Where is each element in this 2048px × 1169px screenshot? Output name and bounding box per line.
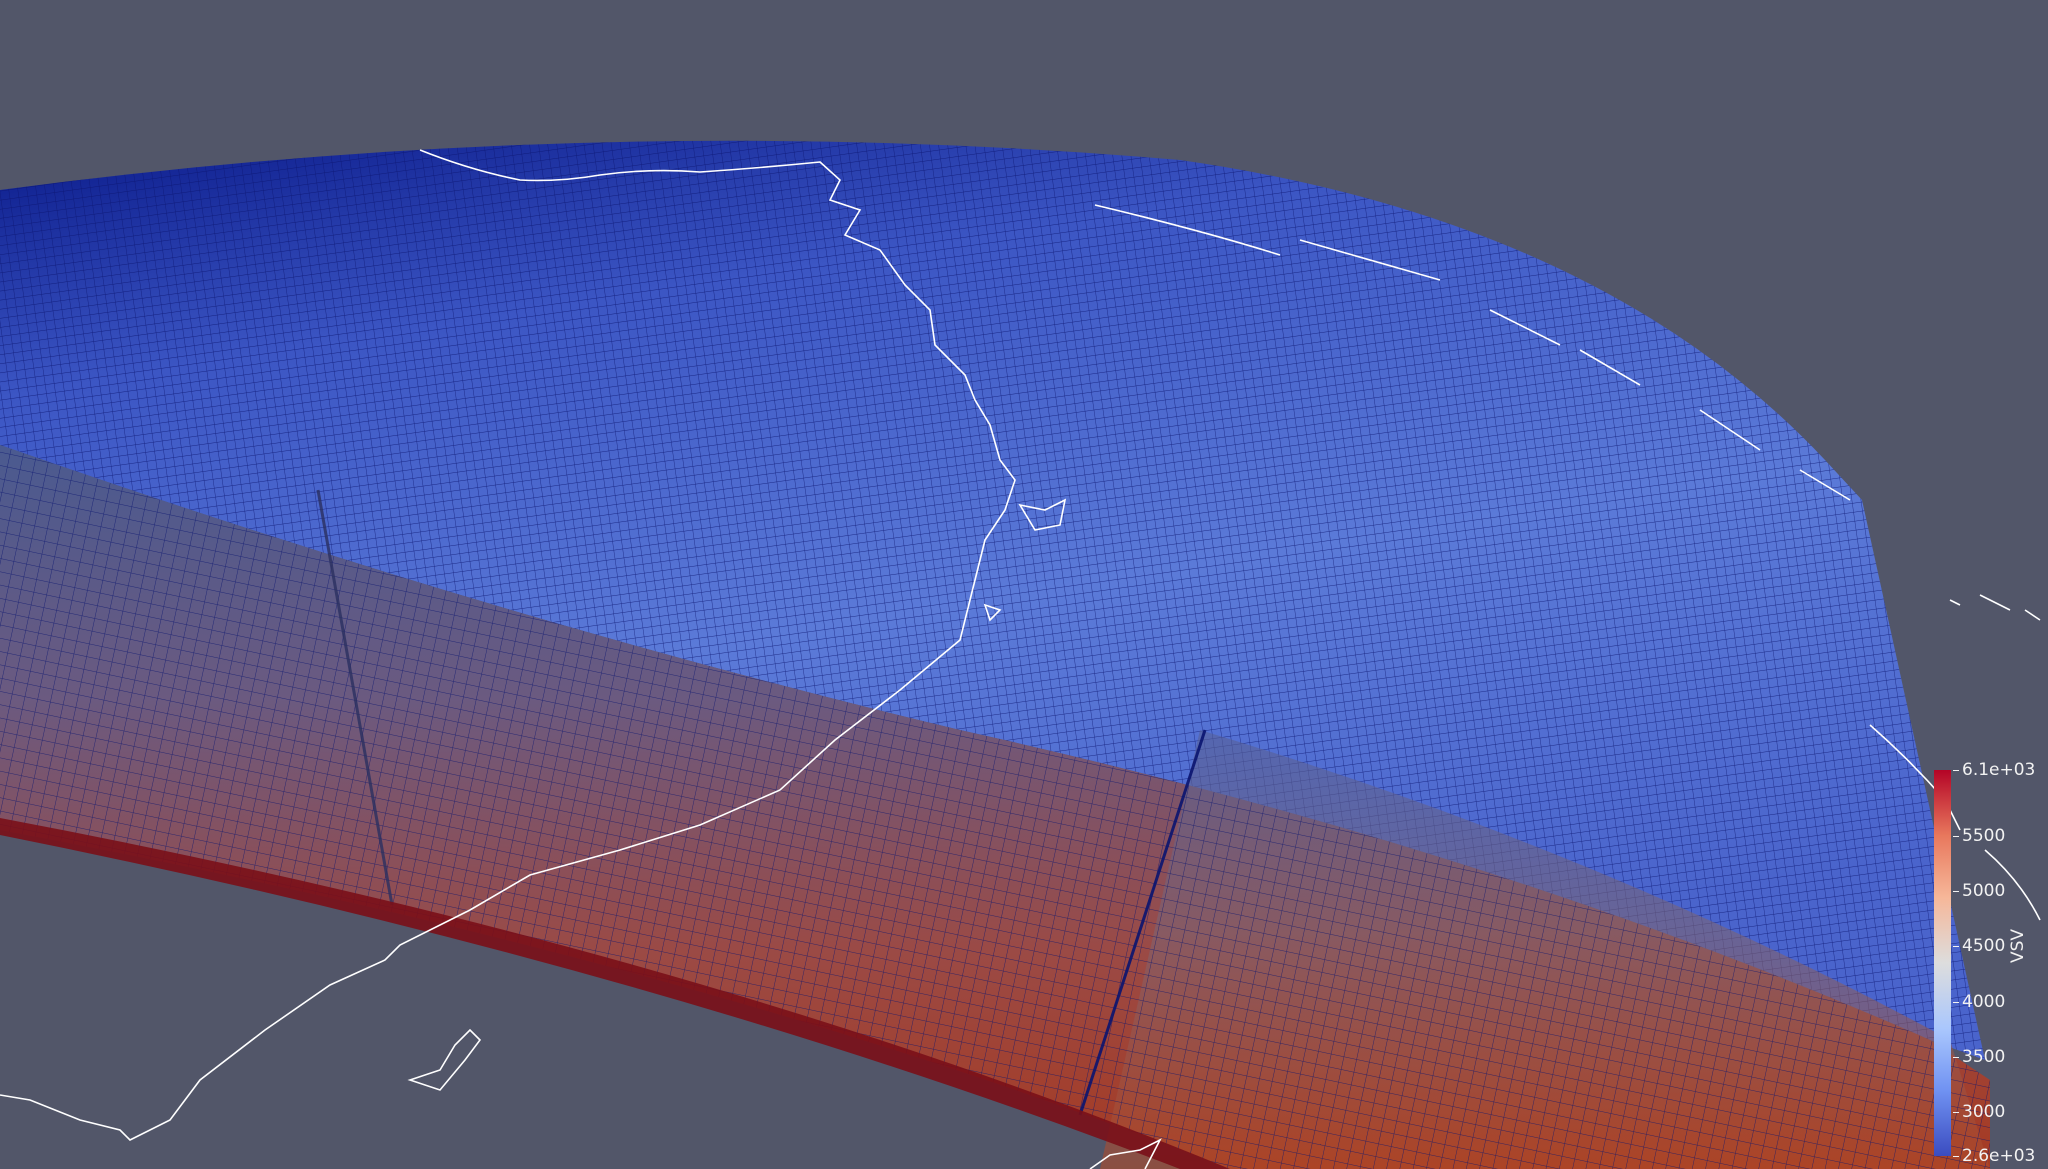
colorbar-max-label: 6.1e+03	[1962, 760, 2036, 780]
colorbar-tick-label: 3500	[1962, 1046, 2006, 1067]
colorbar-tick-label: 5500	[1962, 826, 2006, 847]
colorbar-tick-mark	[1953, 1111, 1959, 1113]
colorbar-tick-label: 4500	[1962, 936, 2006, 957]
colorbar-tick-mark	[1953, 836, 1959, 838]
colorbar-tick-mark	[1953, 770, 1959, 771]
colorbar-legend	[1934, 770, 1951, 1156]
colorbar-min-label: 2.6e+03	[1962, 1146, 2036, 1166]
colorbar-tick-mark	[1953, 1156, 1959, 1157]
colorbar-tick-mark	[1953, 1056, 1959, 1058]
colorbar-tick-mark	[1953, 891, 1959, 893]
colorbar-tick-mark	[1953, 946, 1959, 948]
colorbar-title: VSV	[2008, 928, 2028, 963]
colorbar-tick-mark	[1953, 1001, 1959, 1003]
colorbar-tick-label: 4000	[1962, 991, 2006, 1012]
coastline-outline	[0, 149, 2041, 1169]
colorbar-tick-label: 3000	[1962, 1101, 2006, 1122]
colorbar-tick-label: 5000	[1962, 881, 2006, 902]
mesh-surface-wall	[0, 445, 1990, 1169]
